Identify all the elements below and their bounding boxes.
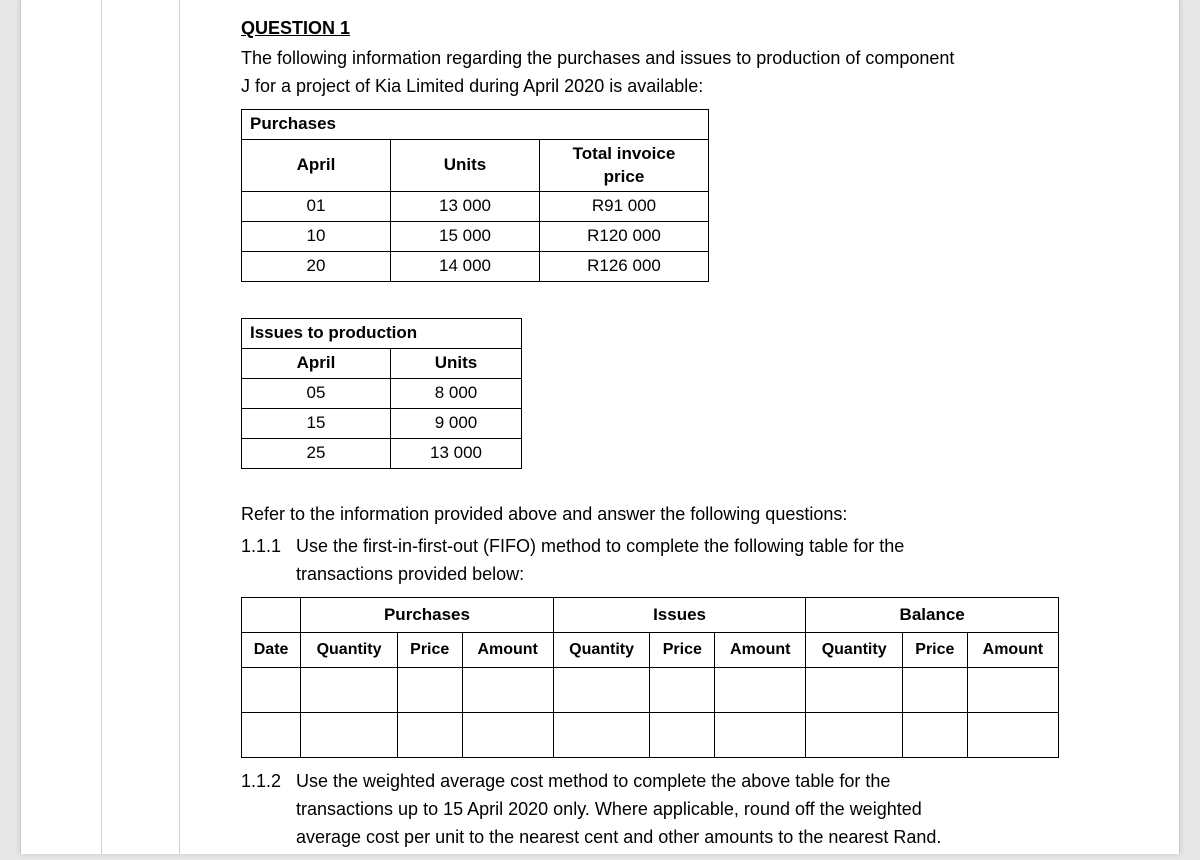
sub-question-1-1-2: 1.1.2 Use the weighted average cost meth… [241,768,1059,852]
question-intro: The following information regarding the … [241,45,1059,101]
subq-text: Use the first-in-first-out (FIFO) method… [296,533,1059,589]
sub-question-1-1-1: 1.1.1 Use the first-in-first-out (FIFO) … [241,533,1059,589]
fifo-col-date: Date [242,633,301,668]
purchases-caption: Purchases [242,109,709,139]
purchases-header-april: April [242,139,391,192]
margin-rule [101,0,181,854]
fifo-table: Purchases Issues Balance Date Quantity P… [241,597,1059,758]
subq-text: Use the weighted average cost method to … [296,768,1059,852]
fifo-group-purchases: Purchases [301,597,554,632]
fifo-blank-row [242,668,1059,713]
fifo-col-amount: Amount [967,633,1058,668]
fifo-blank-row [242,713,1059,758]
fifo-col-price: Price [650,633,715,668]
issues-header-units: Units [391,349,522,379]
purchases-row: 01 13 000 R91 000 [242,192,709,222]
intro-line-1: The following information regarding the … [241,48,954,68]
issues-header-april: April [242,349,391,379]
question-title: QUESTION 1 [241,15,1059,43]
purchases-table: Purchases April Units Total invoice pric… [241,109,709,283]
issues-row: 05 8 000 [242,379,522,409]
purchases-row: 10 15 000 R120 000 [242,222,709,252]
fifo-col-amount: Amount [715,633,806,668]
subq-number: 1.1.1 [241,533,296,589]
fifo-col-qty: Quantity [553,633,650,668]
purchases-header-units: Units [391,139,540,192]
fifo-table-wrapper: Purchases Issues Balance Date Quantity P… [241,597,1059,758]
fifo-col-qty: Quantity [806,633,903,668]
issues-row: 15 9 000 [242,409,522,439]
purchases-header-price: Total invoice price [540,139,709,192]
document-content: QUESTION 1 The following information reg… [241,15,1059,860]
page-container: QUESTION 1 The following information reg… [0,0,1200,854]
issues-table: Issues to production April Units 05 8 00… [241,318,522,469]
instruction-lead: Refer to the information provided above … [241,501,1059,529]
fifo-col-qty: Quantity [301,633,398,668]
fifo-group-balance: Balance [806,597,1059,632]
fifo-col-price: Price [397,633,462,668]
issues-row: 25 13 000 [242,439,522,469]
intro-line-2: J for a project of Kia Limited during Ap… [241,76,703,96]
fifo-col-price: Price [903,633,968,668]
fifo-blank-header [242,597,301,632]
subq-number: 1.1.2 [241,768,296,852]
fifo-group-issues: Issues [553,597,806,632]
purchases-row: 20 14 000 R126 000 [242,252,709,282]
issues-caption: Issues to production [242,319,522,349]
paper-sheet: QUESTION 1 The following information reg… [20,0,1180,854]
fifo-col-amount: Amount [462,633,553,668]
